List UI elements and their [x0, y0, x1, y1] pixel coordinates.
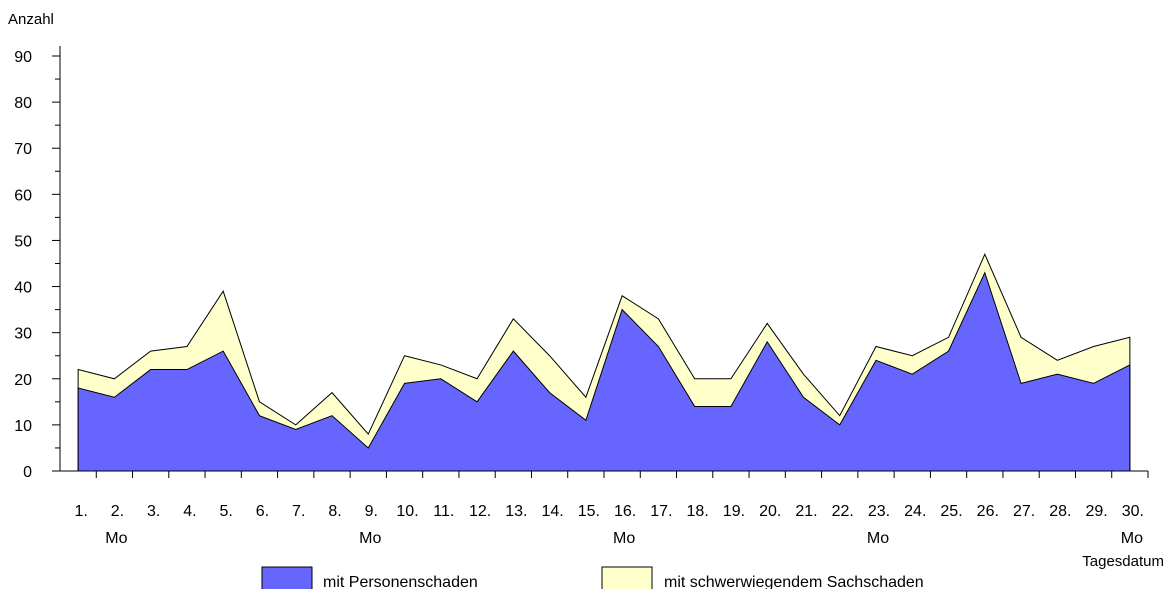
- x-tick-label: 10.: [396, 503, 418, 520]
- x-tick-label: 16.: [614, 503, 636, 520]
- x-tick-label: 18.: [687, 503, 709, 520]
- x-tick-label: 26.: [977, 503, 999, 520]
- axes-layer: 0 10 20 30 40 50 60 70 80 90 1. 2. 3. 4. 5. 6. 7. 8. 9. 10.…: [14, 46, 1149, 547]
- legend-label-personenschaden: mit Personenschaden: [323, 574, 478, 589]
- y-tick-label: 30: [14, 326, 32, 343]
- x-tick-label: 3.: [147, 503, 160, 520]
- x-weekday-label: Mo: [105, 530, 127, 547]
- x-tick-label: 25.: [940, 503, 962, 520]
- legend-swatch-personenschaden: [261, 566, 313, 589]
- x-tick-label: 21.: [795, 503, 817, 520]
- x-tick-label: 14.: [541, 503, 563, 520]
- x-tick-label: 9.: [365, 503, 378, 520]
- x-weekday-label: Mo: [1121, 530, 1143, 547]
- y-tick-label: 80: [14, 95, 32, 112]
- legend-swatch-sachschaden: [601, 566, 653, 589]
- x-tick-label: 6.: [256, 503, 269, 520]
- x-weekday-label: Mo: [359, 530, 381, 547]
- y-tick-label: 40: [14, 280, 32, 297]
- y-tick-label: 60: [14, 187, 32, 204]
- y-tick-label: 50: [14, 233, 32, 250]
- x-weekday-label: Mo: [867, 530, 889, 547]
- x-tick-label: 11.: [433, 503, 454, 520]
- x-tick-label: 13.: [505, 503, 527, 520]
- x-tick-label: 7.: [292, 503, 305, 520]
- x-axis-title: Tagesdatum: [1082, 553, 1164, 570]
- x-tick-label: 19.: [723, 503, 745, 520]
- area-layer: [77, 253, 1131, 472]
- x-tick-label: 30.: [1122, 503, 1144, 520]
- y-tick-label: 20: [14, 372, 32, 389]
- legend: mit Personenschaden mit schwerwiegendem …: [261, 566, 924, 589]
- x-tick-label: 28.: [1049, 503, 1071, 520]
- x-tick-label: 4.: [183, 503, 196, 520]
- x-tick-label: 20.: [759, 503, 781, 520]
- x-tick-label: 22.: [832, 503, 854, 520]
- x-tick-label: 15.: [578, 503, 600, 520]
- x-tick-label: 8.: [328, 503, 341, 520]
- y-tick-label: 90: [14, 49, 32, 66]
- y-tick-label: 10: [14, 418, 32, 435]
- area-series-personenschaden: [77, 271, 1131, 472]
- y-tick-label: 70: [14, 141, 32, 158]
- x-tick-label: 2.: [111, 503, 124, 520]
- x-weekday-label: Mo: [613, 530, 635, 547]
- y-axis-title: Anzahl: [8, 11, 54, 28]
- x-tick-label: 17.: [650, 503, 672, 520]
- x-tick-label: 23.: [868, 503, 890, 520]
- x-tick-label: 5.: [220, 503, 233, 520]
- x-tick-label: 12.: [469, 503, 491, 520]
- x-tick-label: 24.: [904, 503, 926, 520]
- x-tick-label: 27.: [1013, 503, 1035, 520]
- legend-label-sachschaden: mit schwerwiegendem Sachschaden: [664, 574, 924, 589]
- x-tick-label: 29.: [1085, 503, 1107, 520]
- x-tick-label: 1.: [74, 503, 87, 520]
- y-tick-label: 0: [23, 464, 32, 481]
